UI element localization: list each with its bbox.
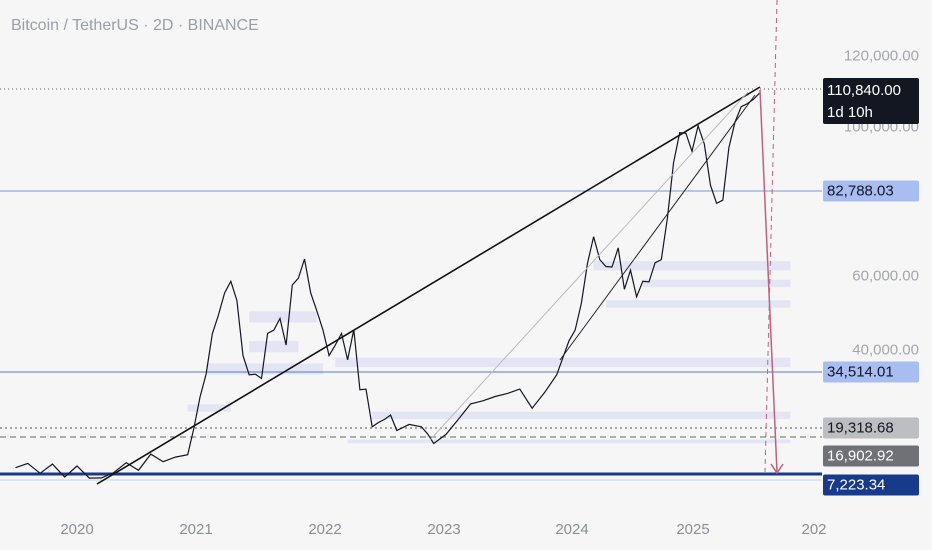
price-zone <box>187 404 231 412</box>
x-tick-label: 2021 <box>179 521 213 538</box>
x-tick-label: 2020 <box>60 521 94 538</box>
trend-line <box>559 94 756 361</box>
level-badge: 19,318.68 <box>823 417 919 439</box>
x-tick-label: 2025 <box>676 521 710 538</box>
projection-arrow <box>759 89 778 473</box>
projection-guide <box>764 0 778 473</box>
price-zone <box>249 311 317 323</box>
current-price-badge: 110,840.00 1d 10h <box>823 78 919 124</box>
x-tick-label: 2023 <box>427 521 461 538</box>
level-badge: 7,223.34 <box>823 474 919 496</box>
price-zone <box>593 261 791 271</box>
x-tick-label: 2022 <box>308 521 342 538</box>
price-zone <box>605 300 791 308</box>
level-badge: 82,788.03 <box>823 180 919 202</box>
y-tick-label: 40,000.00 <box>852 341 919 359</box>
x-tick-label: 202 <box>801 521 827 538</box>
price-zone <box>249 341 299 353</box>
current-price-value: 110,840.00 <box>827 82 901 99</box>
price-zone <box>347 439 791 444</box>
projection-arrow-head <box>770 463 784 475</box>
price-series-line <box>15 92 761 479</box>
level-badge: 16,902.92 <box>823 445 919 467</box>
chart-title: Bitcoin / TetherUS · 2D · BINANCE <box>11 17 259 34</box>
bar-countdown: 1d 10h <box>827 104 873 121</box>
x-tick-label: 2024 <box>555 521 589 538</box>
level-badge: 34,514.01 <box>823 361 919 383</box>
price-zone <box>206 363 323 375</box>
trend-line <box>96 86 761 485</box>
price-zone <box>372 411 791 420</box>
price-zone <box>335 357 791 368</box>
price-zone <box>642 279 791 288</box>
y-tick-label: 120,000.00 <box>843 47 919 65</box>
trend-line <box>429 91 749 441</box>
y-tick-label: 60,000.00 <box>852 267 919 285</box>
